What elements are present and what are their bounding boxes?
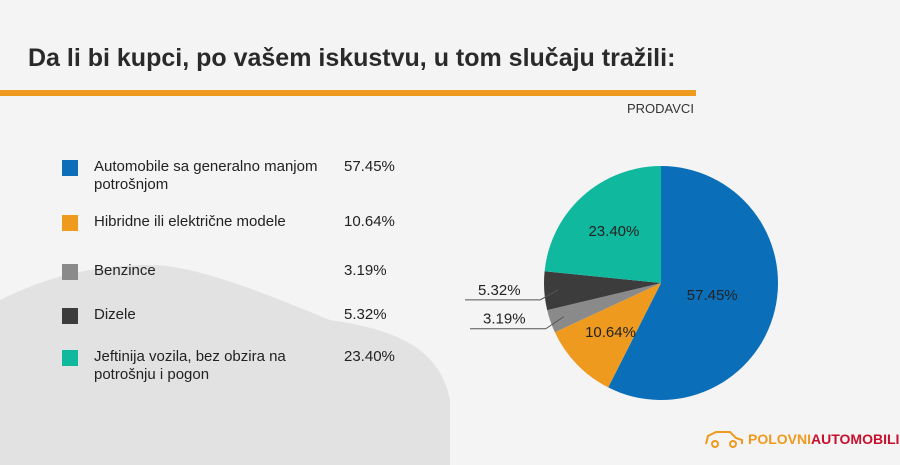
legend-value: 5.32% [344, 306, 387, 323]
leader-line [465, 289, 559, 301]
legend-swatch [62, 264, 78, 280]
subtitle: PRODAVCI [627, 101, 694, 116]
legend-value: 23.40% [344, 348, 395, 365]
pie-slice [544, 166, 661, 283]
legend-label: Benzince [94, 262, 156, 279]
slice-label: 57.45% [687, 287, 738, 304]
legend-swatch [62, 308, 78, 324]
pie-slice [547, 283, 661, 333]
logo: POLOVNIAUTOMOBILI [704, 430, 899, 448]
legend-value: 10.64% [344, 213, 395, 230]
legend-label: Hibridne ili električne modele [94, 213, 286, 230]
legend-label: Jeftinija vozila, bez obzira na potrošnj… [94, 348, 286, 383]
slice-label: 3.19% [483, 311, 526, 328]
legend-swatch [62, 160, 78, 176]
leader-line [470, 316, 565, 330]
pie-slice [608, 166, 778, 401]
legend-swatch [62, 215, 78, 231]
legend-swatch [62, 350, 78, 366]
pie-slice [544, 271, 661, 311]
title-underline [0, 90, 696, 96]
legend-label: Dizele [94, 306, 136, 323]
logo-part1: POLOVNI [748, 431, 812, 447]
page-title: Da li bi kupci, po vašem iskustvu, u tom… [28, 44, 676, 72]
slice-label: 23.40% [588, 223, 639, 240]
legend-value: 3.19% [344, 262, 387, 279]
slice-label: 10.64% [585, 324, 636, 341]
car-logo-icon [705, 431, 743, 448]
legend-value: 57.45% [344, 158, 395, 175]
logo-part2: AUTOMOBILI [811, 431, 900, 447]
pie-slice [554, 283, 661, 388]
legend-label: Automobile sa generalno manjom potrošnjo… [94, 158, 318, 193]
slice-label: 5.32% [478, 282, 521, 299]
